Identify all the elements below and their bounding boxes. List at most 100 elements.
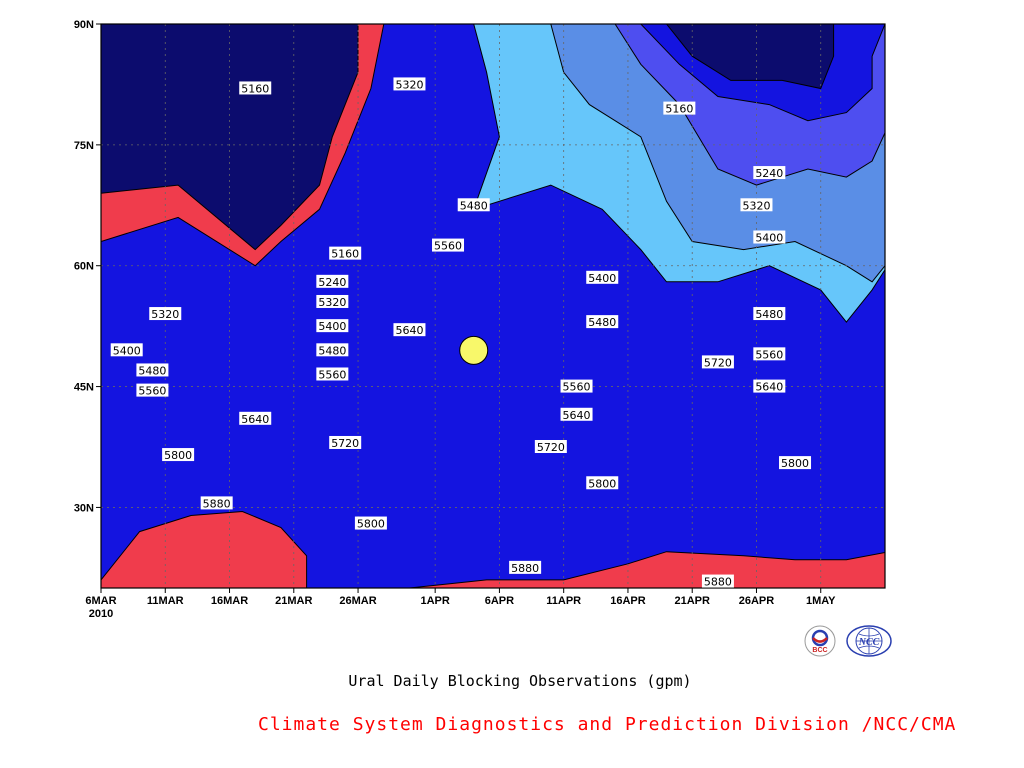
contour-closed-high — [459, 335, 489, 365]
contour-label: 5400 — [755, 232, 783, 245]
contour-label: 5480 — [755, 308, 783, 321]
contour-label-bg — [753, 347, 786, 361]
contour-label: 5880 — [511, 562, 539, 575]
ncc-logo-icon: NCC — [846, 625, 892, 657]
contour-label: 5160 — [665, 103, 693, 116]
contour-label-bg — [239, 81, 272, 95]
contour-band-5880-south — [409, 551, 885, 588]
contour-label-bg — [329, 246, 362, 260]
contour-label: 5720 — [537, 441, 565, 454]
contour-label-bg — [534, 440, 567, 453]
contour-label-bg — [560, 379, 593, 393]
contour-label: 5800 — [164, 449, 192, 462]
contour-label-bg — [200, 496, 233, 510]
bcc-logo-text: BCC — [812, 647, 827, 654]
contour-label-bg — [663, 101, 696, 115]
y-tick-label: 90N — [74, 19, 94, 31]
contour-label: 5640 — [755, 381, 783, 394]
x-tick-label: 1APR — [420, 595, 449, 607]
bcc-logo-icon: BCC — [804, 625, 836, 657]
y-tick-label: 75N — [74, 140, 94, 152]
contour-label-bg — [354, 516, 387, 530]
contour-labels: 5160 5320 5160 5240 5320 5400 5480 5560 5160 5240… — [110, 77, 812, 589]
contour-label: 5320 — [318, 296, 346, 309]
contour-label-bg — [149, 307, 182, 321]
contour-label-bg — [701, 355, 734, 369]
contour-label: 5640 — [395, 324, 423, 337]
plot-frame — [100, 23, 886, 589]
credit-line: Climate System Diagnostics and Predictio… — [258, 714, 957, 735]
x-tick-label: 26MAR — [339, 595, 376, 607]
contour-fill-layer — [101, 24, 954, 588]
contour-label: 5880 — [203, 497, 231, 510]
contour-label-bg — [316, 367, 349, 381]
chart-title: Ural Daily Blocking Observations (gpm) — [348, 672, 692, 690]
contour-label: 5480 — [460, 199, 488, 212]
contour-label-bg — [393, 77, 426, 91]
contour-label-bg — [779, 456, 812, 470]
contour-label: 5480 — [588, 316, 616, 329]
contour-label-bg — [316, 274, 349, 288]
contour-label-bg — [393, 323, 426, 337]
contour-label: 5320 — [742, 199, 770, 212]
contour-label: 5160 — [331, 248, 359, 261]
contour-label-bg — [316, 343, 349, 357]
contour-label: 5800 — [781, 457, 809, 470]
contour-label: 5800 — [357, 518, 385, 531]
contour-label-bg — [586, 315, 619, 329]
contour-label: 5560 — [434, 240, 462, 253]
x-tick-label: 11APR — [546, 595, 581, 607]
x-tick-label: 6MAR — [85, 595, 116, 607]
contour-label: 5560 — [138, 385, 166, 398]
x-tick-label: 11MAR — [147, 595, 184, 607]
contour-label: 5560 — [755, 348, 783, 361]
x-tick-label: 26APR — [739, 595, 775, 607]
contour-label: 5560 — [318, 368, 346, 381]
contour-label-bg — [560, 407, 593, 421]
contour-label-bg — [586, 476, 619, 490]
contour-label-bg — [701, 574, 734, 588]
x-tick-label: 16MAR — [211, 595, 248, 607]
x-tick-label: 21APR — [674, 595, 710, 607]
contour-label-bg — [316, 294, 349, 308]
x-tick-label: 21MAR — [275, 595, 312, 607]
contour-label: 5480 — [138, 364, 166, 377]
contour-label-bg — [110, 343, 143, 357]
contour-label: 5480 — [318, 344, 346, 357]
axes: 6MAR 11MAR 16MAR 21MAR 26MAR 1APR 6APR 11APR 16A… — [74, 19, 836, 620]
contour-closed-high-east — [926, 312, 954, 364]
contour-label-bg — [316, 319, 349, 333]
contour-label: 5720 — [331, 437, 359, 450]
ncc-logo-text: NCC — [858, 637, 880, 648]
contour-label: 5560 — [563, 381, 591, 394]
contour-label-bg — [457, 198, 490, 212]
contour-label-bg — [239, 411, 272, 425]
x-year-label: 2010 — [89, 608, 113, 620]
x-tick-label: 16APR — [610, 595, 646, 607]
contour-label-bg — [753, 230, 786, 244]
contour-label: 5880 — [704, 576, 732, 589]
x-tick-label: 6APR — [485, 595, 514, 607]
contour-label-bg — [740, 198, 773, 212]
contour-label-bg — [509, 560, 542, 574]
contour-label: 5320 — [395, 78, 423, 91]
contour-label-bg — [136, 383, 169, 397]
contour-band-5160 — [665, 24, 835, 90]
y-tick-label: 45N — [74, 382, 94, 394]
contour-label-bg — [162, 448, 195, 462]
y-tick-label: 60N — [74, 261, 94, 273]
contour-band-5480 — [898, 24, 949, 217]
contour-label-bg — [432, 238, 465, 252]
contour-label: 5400 — [113, 344, 141, 357]
contour-band-5880-west — [101, 510, 308, 588]
contour-label-bg — [753, 166, 786, 180]
contour-label: 5240 — [318, 276, 346, 289]
contour-label: 5240 — [755, 167, 783, 180]
y-tick-label: 30N — [74, 502, 94, 514]
contour-label-bg — [753, 379, 786, 393]
contour-label: 5640 — [563, 409, 591, 422]
contour-label: 5400 — [318, 320, 346, 333]
contour-label: 5320 — [151, 308, 179, 321]
x-tick-label: 1MAY — [806, 595, 836, 607]
